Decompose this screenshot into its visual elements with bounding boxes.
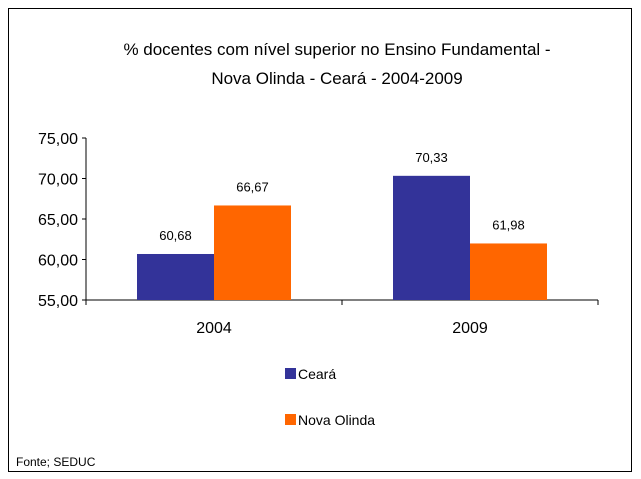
data-labels: 60,68 66,67 70,33 61,98 bbox=[159, 150, 525, 243]
legend-swatch bbox=[285, 368, 296, 379]
bar bbox=[137, 253, 214, 300]
y-tick-label: 60,00 bbox=[38, 253, 78, 270]
y-tick-label: 55,00 bbox=[38, 293, 78, 310]
data-label: 60,68 bbox=[159, 228, 192, 243]
bar bbox=[393, 175, 470, 300]
y-tick-label: 75,00 bbox=[38, 131, 78, 148]
bar bbox=[470, 243, 547, 300]
data-label: 66,67 bbox=[236, 179, 269, 194]
y-tick-label: 65,00 bbox=[38, 212, 78, 229]
chart-title-line-1: % docentes com nível superior no Ensino … bbox=[123, 40, 550, 59]
chart-axes: 55,00 60,00 65,00 70,00 75,00 2004 2009 bbox=[38, 131, 599, 337]
chart-frame bbox=[8, 8, 632, 472]
chart-title-line-2: Nova Olinda - Ceará - 2004-2009 bbox=[211, 69, 462, 88]
source-note: Fonte; SEDUC bbox=[16, 455, 96, 469]
legend-label: Ceará bbox=[298, 366, 336, 382]
data-label: 61,98 bbox=[492, 217, 525, 232]
legend-label: Nova Olinda bbox=[298, 412, 375, 428]
chart-bars bbox=[137, 175, 547, 300]
x-tick-label: 2009 bbox=[452, 320, 488, 337]
legend-swatch bbox=[285, 414, 296, 425]
x-tick-label: 2004 bbox=[196, 320, 232, 337]
y-tick-label: 70,00 bbox=[38, 172, 78, 189]
data-label: 70,33 bbox=[415, 150, 448, 165]
legend: Ceará Nova Olinda bbox=[285, 366, 375, 428]
chart-title: % docentes com nível superior no Ensino … bbox=[123, 40, 550, 88]
bar bbox=[214, 205, 291, 300]
